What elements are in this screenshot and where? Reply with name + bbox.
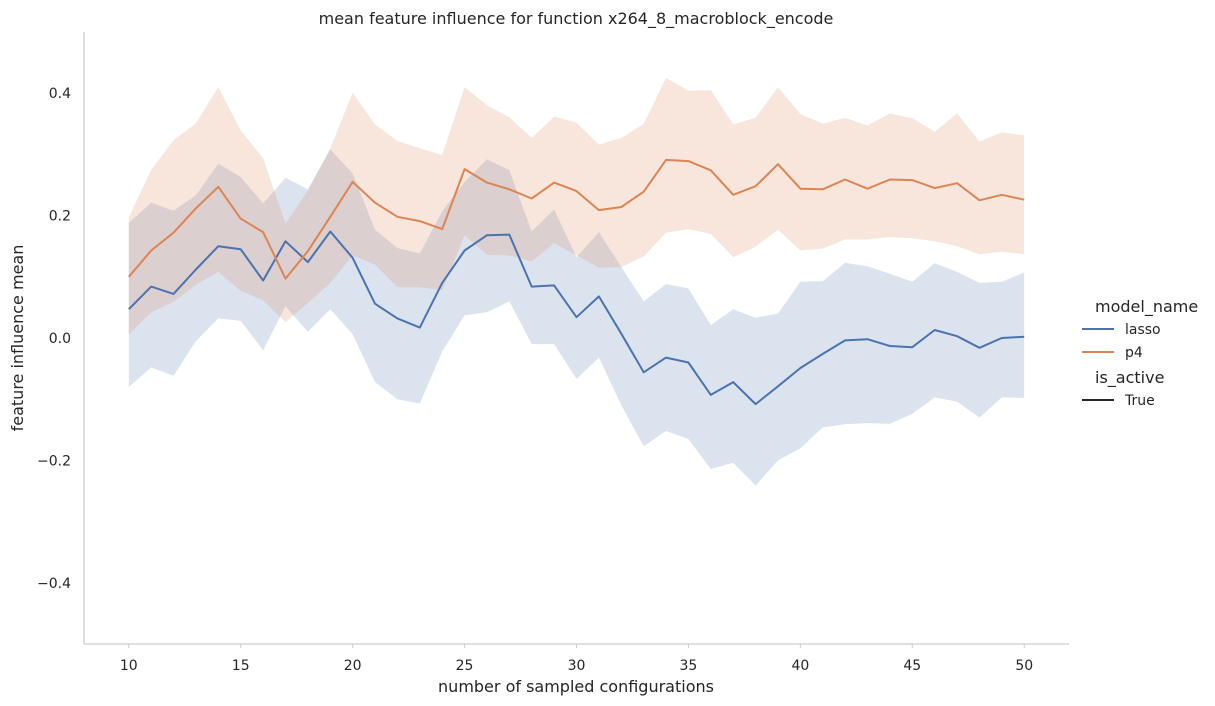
legend-style-title: is_active xyxy=(1095,368,1164,388)
series-lines xyxy=(128,158,1025,406)
x-tick-label: 45 xyxy=(903,658,921,674)
y-tick-label: 0.0 xyxy=(49,331,71,347)
x-tick-label: 20 xyxy=(344,658,362,674)
x-tick-label: 30 xyxy=(568,658,586,674)
y-tick-label: 0.4 xyxy=(49,86,71,102)
chart-title: mean feature influence for function x264… xyxy=(319,9,834,29)
legend-style-label: True xyxy=(1124,393,1155,409)
x-tick-label: 15 xyxy=(232,658,250,674)
x-axis-label: number of sampled configurations xyxy=(438,677,714,696)
x-tick-label: 10 xyxy=(120,658,138,674)
x-tick-label: 50 xyxy=(1015,658,1033,674)
x-tick-label: 35 xyxy=(680,658,698,674)
y-tick-label: −0.4 xyxy=(37,576,71,592)
legend-series-entries: lasso p4 xyxy=(1082,322,1161,361)
x-tick-labels: 10 15 20 25 30 35 40 45 50 xyxy=(120,644,1033,674)
legend-label-p4: p4 xyxy=(1125,345,1143,361)
confidence-bands xyxy=(128,77,1025,486)
y-axis-label: feature influence mean xyxy=(8,245,27,432)
x-tick-label: 40 xyxy=(791,658,809,674)
series-line-lasso xyxy=(128,230,1025,406)
y-tick-label: 0.2 xyxy=(49,209,71,225)
ci-band-p4 xyxy=(128,77,1025,335)
series-line-p4 xyxy=(128,158,1025,280)
legend-label-lasso: lasso xyxy=(1125,322,1161,338)
legend-hue-title: model_name xyxy=(1095,297,1198,317)
y-tick-labels: −0.4 −0.2 0.0 0.2 0.4 xyxy=(37,86,71,592)
y-tick-label: −0.2 xyxy=(37,453,71,469)
legend: model_name lasso p4 is_active True xyxy=(1082,297,1198,409)
x-tick-label: 25 xyxy=(456,658,474,674)
